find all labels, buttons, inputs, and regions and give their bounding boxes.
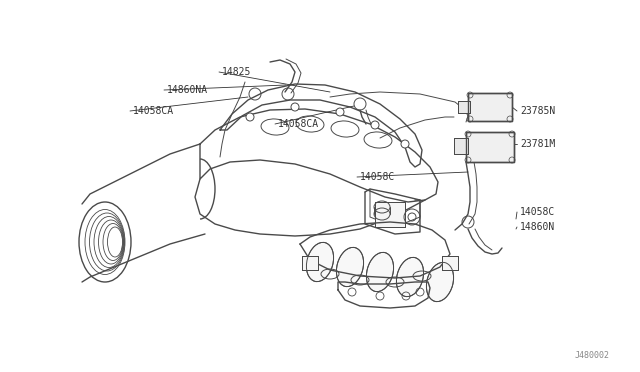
Text: 14860NA: 14860NA (167, 85, 208, 95)
Text: 14825: 14825 (222, 67, 252, 77)
Bar (302, 256, 318, 270)
Text: 23781M: 23781M (520, 139, 556, 149)
Ellipse shape (396, 257, 424, 296)
Bar (468, 93, 512, 121)
Ellipse shape (337, 247, 364, 286)
Circle shape (401, 140, 409, 148)
Ellipse shape (367, 252, 394, 292)
Bar (375, 202, 405, 227)
Circle shape (291, 103, 299, 111)
Text: 14058C: 14058C (360, 172, 396, 182)
Bar (302, 256, 318, 270)
Bar (468, 93, 512, 121)
Circle shape (371, 121, 379, 129)
Text: 14058C: 14058C (520, 207, 556, 217)
Text: 14860N: 14860N (520, 222, 556, 232)
Bar (454, 138, 468, 154)
Ellipse shape (307, 243, 333, 282)
Circle shape (246, 113, 254, 121)
Text: J480002: J480002 (575, 351, 610, 360)
Bar (454, 138, 468, 154)
Ellipse shape (426, 262, 454, 302)
Bar (458, 101, 470, 113)
Bar (466, 132, 514, 162)
Circle shape (336, 108, 344, 116)
Bar (375, 202, 405, 227)
Bar (466, 132, 514, 162)
Text: 14058CA: 14058CA (133, 106, 174, 116)
Text: 14058CA: 14058CA (278, 119, 319, 129)
Bar (458, 101, 470, 113)
Text: 23785N: 23785N (520, 106, 556, 116)
Bar (442, 256, 458, 270)
Bar (442, 256, 458, 270)
